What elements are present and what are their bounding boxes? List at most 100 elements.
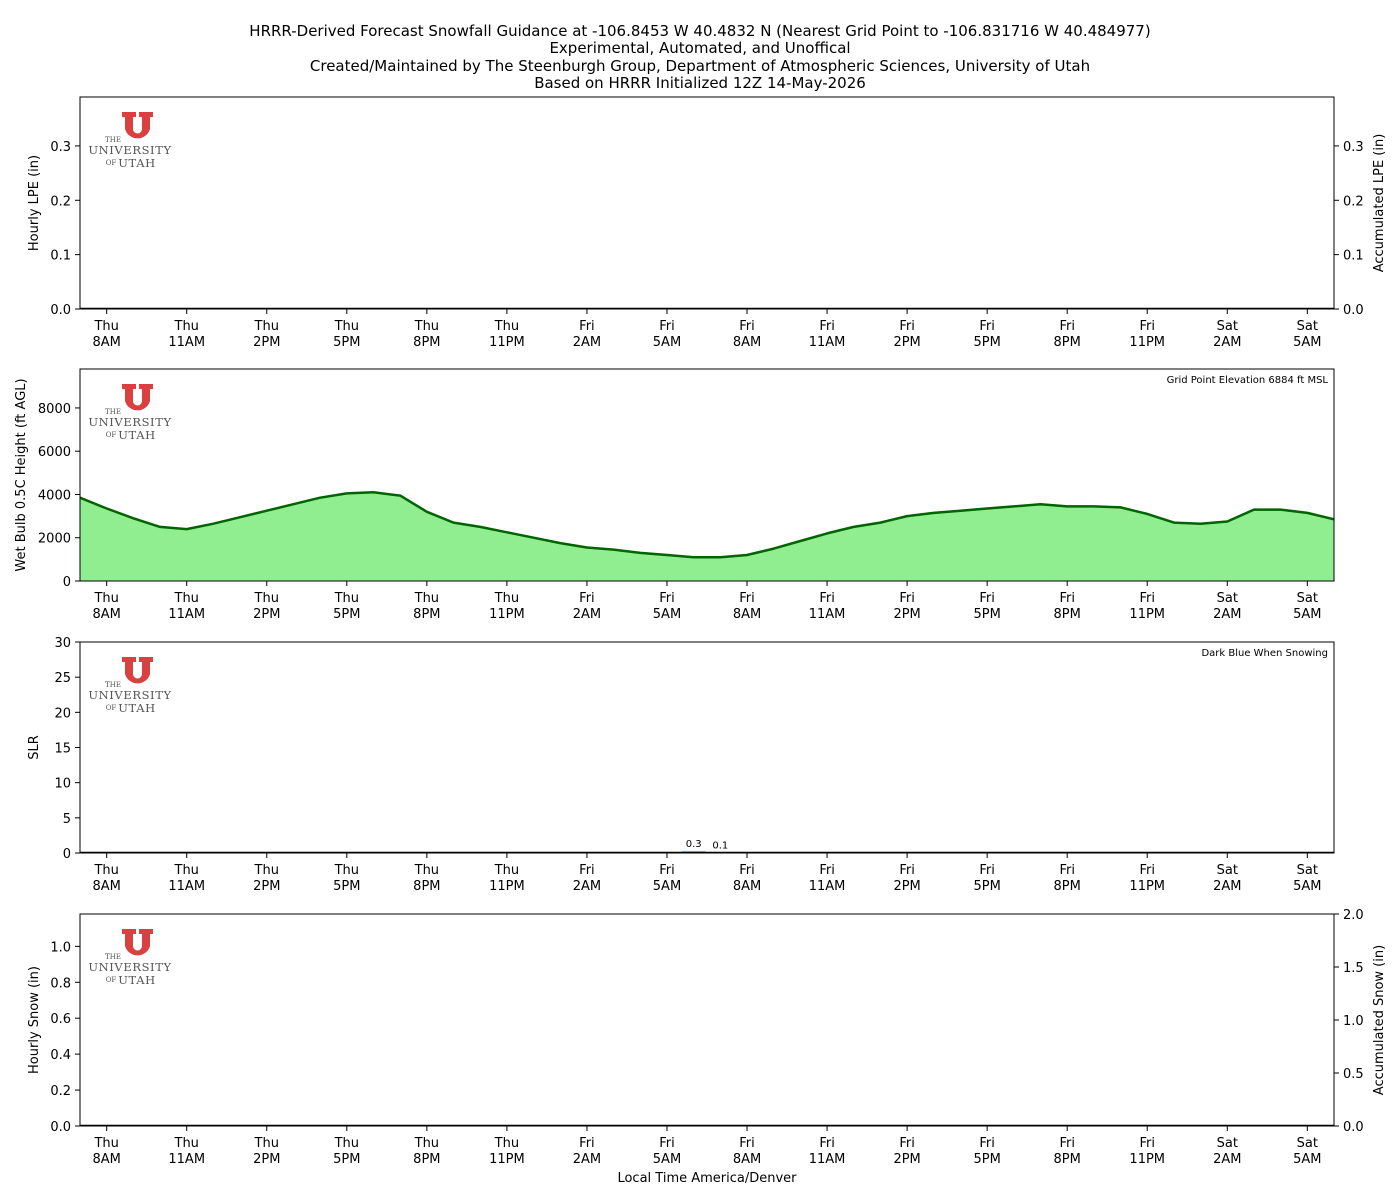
x-tick-day-label: Thu <box>414 863 439 878</box>
x-tick-time-label: 8PM <box>413 879 440 894</box>
y2-tick-label: 0.1 <box>1343 249 1364 264</box>
wetbulb-series-line <box>79 491 1335 559</box>
figure-title: HRRR-Derived Forecast Snowfall Guidance … <box>249 22 1150 92</box>
y2-tick-label: 0.3 <box>1343 140 1364 155</box>
panel-annotation: Dark Blue When Snowing <box>1201 648 1328 659</box>
x-tick-day-label: Thu <box>174 863 199 878</box>
y-tick-label: 0.0 <box>50 303 71 318</box>
x-tick-day-label: Fri <box>659 319 675 334</box>
logo-text-university: UNIVERSITY <box>88 143 171 157</box>
x-tick-time-label: 11AM <box>809 607 846 622</box>
x-tick-day-label: Fri <box>739 591 755 606</box>
panel-lpe: 0.0 0.1 0.2 0.3 Hourly LPE (in) 0.0 0.1 0.2 0.3 A… <box>27 96 1387 350</box>
x-tick-time-label: 5AM <box>653 335 681 350</box>
x-tick-day-label: Thu <box>254 591 279 606</box>
y-tick-label: 0.0 <box>50 1120 71 1135</box>
x-tick-time-label: 5PM <box>333 335 360 350</box>
x-tick-time-label: 8AM <box>733 335 761 350</box>
title-line-3: Created/Maintained by The Steenburgh Gro… <box>310 57 1090 75</box>
x-tick-day-label: Thu <box>334 591 359 606</box>
axes-frame <box>79 913 1335 1127</box>
x-tick-time-label: 2AM <box>573 879 601 894</box>
x-tick-time-label: 2AM <box>1213 607 1241 622</box>
logo-text-the: THE <box>105 136 121 144</box>
y2-axis-label: Accumulated LPE (in) <box>1372 134 1387 273</box>
logo-text-the: THE <box>105 953 121 961</box>
x-tick-day-label: Thu <box>494 863 519 878</box>
x-tick-day-label: Sat <box>1217 591 1238 606</box>
x-tick-day-label: Fri <box>979 863 995 878</box>
logo-text-of: OF <box>106 976 117 984</box>
logo-text-utah: UTAH <box>118 156 155 170</box>
title-line-2: Experimental, Automated, and Unoffical <box>549 39 850 57</box>
x-tick-day-label: Fri <box>899 591 915 606</box>
x-tick-day-label: Fri <box>1059 863 1075 878</box>
x-tick-day-label: Fri <box>579 591 595 606</box>
title-line-4: Based on HRRR Initialized 12Z 14-May-202… <box>534 74 866 92</box>
y-tick-label: 1.0 <box>50 940 71 955</box>
x-tick-day-label: Thu <box>334 1136 359 1151</box>
x-tick-time-label: 8PM <box>1054 879 1081 894</box>
y2-tick-label: 0.5 <box>1343 1067 1364 1082</box>
x-tick-day-label: Fri <box>899 863 915 878</box>
x-tick-day-label: Fri <box>1139 591 1155 606</box>
x-tick-day-label: Fri <box>899 1136 915 1151</box>
logo-text-of: OF <box>106 431 117 439</box>
x-tick-time-label: 8PM <box>1054 335 1081 350</box>
x-tick-time-label: 2PM <box>893 879 920 894</box>
x-tick-day-label: Fri <box>979 591 995 606</box>
x-tick-time-label: 8PM <box>413 1152 440 1167</box>
panel-slr: 0.3 0.1051015202530SLRThu8AMThu11AMThu2PM… <box>27 636 1335 894</box>
x-tick-time-label: 2AM <box>573 1152 601 1167</box>
y-tick-label: 6000 <box>38 445 71 460</box>
x-tick-day-label: Fri <box>899 319 915 334</box>
x-tick-day-label: Sat <box>1297 1136 1318 1151</box>
x-tick-time-label: 2AM <box>573 607 601 622</box>
x-tick-day-label: Thu <box>93 1136 118 1151</box>
y-tick-label: 0 <box>63 847 71 862</box>
x-tick-day-label: Thu <box>93 863 118 878</box>
x-tick-time-label: 11PM <box>1129 1152 1165 1167</box>
x-tick-day-label: Thu <box>494 1136 519 1151</box>
x-tick-day-label: Thu <box>254 1136 279 1151</box>
x-tick-time-label: 11AM <box>809 879 846 894</box>
x-tick-time-label: 8PM <box>1054 1152 1081 1167</box>
logo-text-the: THE <box>105 681 121 689</box>
x-tick-time-label: 2PM <box>893 607 920 622</box>
x-tick-time-label: 2AM <box>573 335 601 350</box>
logo-text-utah: UTAH <box>118 973 155 987</box>
y-tick-label: 0.2 <box>50 1084 71 1099</box>
y2-tick-label: 0.0 <box>1343 303 1364 318</box>
x-tick-day-label: Fri <box>659 863 675 878</box>
x-tick-time-label: 11PM <box>1129 607 1165 622</box>
y-tick-label: 0 <box>63 575 71 590</box>
utah-u-icon <box>122 384 153 411</box>
x-tick-day-label: Fri <box>739 1136 755 1151</box>
x-tick-time-label: 11PM <box>489 335 525 350</box>
x-tick-time-label: 11PM <box>489 879 525 894</box>
title-line-1: HRRR-Derived Forecast Snowfall Guidance … <box>249 22 1150 40</box>
x-tick-time-label: 2PM <box>253 1152 280 1167</box>
chart-panels: 0.0 0.1 0.2 0.3 Hourly LPE (in) 0.0 0.1 0.2 0.3 A… <box>14 96 1387 1167</box>
x-tick-time-label: 8PM <box>413 607 440 622</box>
x-tick-time-label: 8AM <box>733 607 761 622</box>
y-tick-label: 15 <box>54 742 71 757</box>
x-tick-time-label: 2PM <box>893 335 920 350</box>
x-tick-time-label: 2AM <box>1213 335 1241 350</box>
y2-tick-label: 1.5 <box>1343 961 1364 976</box>
x-tick-time-label: 11PM <box>489 607 525 622</box>
x-tick-time-label: 5PM <box>973 1152 1000 1167</box>
x-tick-day-label: Thu <box>334 319 359 334</box>
logo-text-the: THE <box>105 408 121 416</box>
x-tick-day-label: Fri <box>579 863 595 878</box>
panel-annotation: Grid Point Elevation 6884 ft MSL <box>1167 375 1329 386</box>
y-tick-label: 5 <box>63 812 71 827</box>
wetbulb-area-fill <box>80 492 1334 581</box>
y-tick-label: 0.2 <box>50 194 71 209</box>
x-tick-time-label: 2AM <box>1213 1152 1241 1167</box>
x-tick-day-label: Thu <box>414 319 439 334</box>
y-tick-label: 8000 <box>38 402 71 417</box>
